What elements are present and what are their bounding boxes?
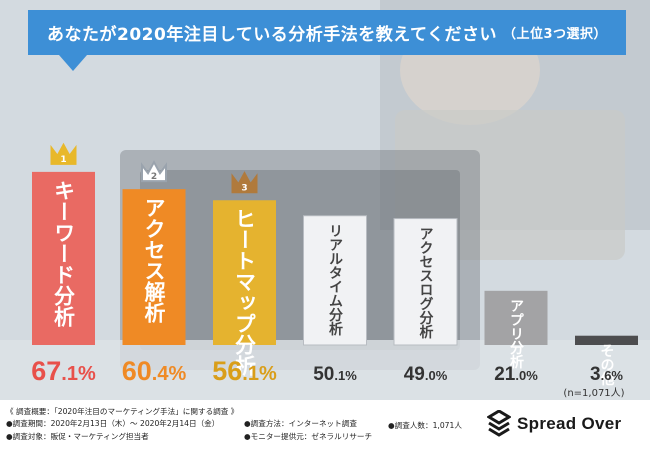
background-scene (0, 0, 650, 400)
chart-title-sub: （上位3つ選択） (502, 27, 607, 42)
bar-label-2: アクセス解析 (142, 197, 166, 324)
crown-icon-2: 2 (141, 160, 167, 183)
footer-overview: 《 調査概要：「2020年注目のマーケティング手法」に関する調査 》 (6, 407, 239, 416)
crown-icon-1: 1 (50, 142, 77, 165)
bar-label-7: その他 (599, 344, 616, 387)
bar-label-4: リアルタイム分析 (327, 224, 343, 337)
brand-name: Spread Over (517, 414, 622, 433)
spread-over-logo-icon (487, 410, 511, 437)
bar-label-1: キーワード分析 (52, 180, 76, 328)
crown-rank-3: 3 (241, 183, 247, 193)
footer-target: ●調査対象：販促・マーケティング担当者 (6, 432, 149, 441)
footer-people: ●調査人数：1,071人 (388, 421, 462, 430)
value-label-2: 60.4% (122, 356, 187, 386)
value-label-6: 21.0% (494, 364, 538, 385)
title-pointer (59, 55, 87, 71)
value-label-4: 50.1% (313, 364, 357, 385)
crown-icon-3: 3 (231, 171, 258, 194)
crown-rank-1: 1 (60, 155, 66, 165)
sample-size-note: (n=1,071人) (563, 387, 624, 399)
bar-label-3: ヒートマップ分析 (233, 208, 257, 377)
bar-6 (484, 290, 548, 345)
footer-period: ●調査期間：2020年2月13日（木）～ 2020年2月14日（金） (6, 419, 220, 428)
bar-7 (575, 335, 638, 345)
value-label-7: 3.6% (590, 364, 623, 385)
chart-title: あなたが2020年注目している分析手法を教えてください （上位3つ選択） (28, 10, 626, 55)
bar-3 (213, 200, 276, 345)
footer-provider: ●モニター提供元：ゼネラルリサーチ (244, 432, 373, 441)
survey-footer: 《 調査概要：「2020年注目のマーケティング手法」に関する調査 》 ●調査期間… (0, 400, 650, 450)
bar-5 (393, 218, 458, 346)
crown-rank-2: 2 (151, 172, 157, 182)
bar-2 (122, 189, 186, 345)
background-photo (0, 0, 650, 400)
bar-4 (303, 215, 367, 346)
chart-title-main: あなたが2020年注目している分析手法を教えてください (47, 25, 497, 45)
value-label-3: 56.1% (212, 356, 277, 386)
bar-label-5: アクセスログ分析 (418, 227, 434, 340)
footer-method: ●調査方法：インターネット調査 (244, 419, 357, 428)
value-label-1: 67.1% (31, 356, 96, 386)
brand-logo: Spread Over (487, 410, 621, 438)
bar-label-6: アプリ分析 (508, 299, 524, 370)
bar-1 (32, 171, 95, 345)
value-label-5: 49.0% (404, 364, 448, 385)
